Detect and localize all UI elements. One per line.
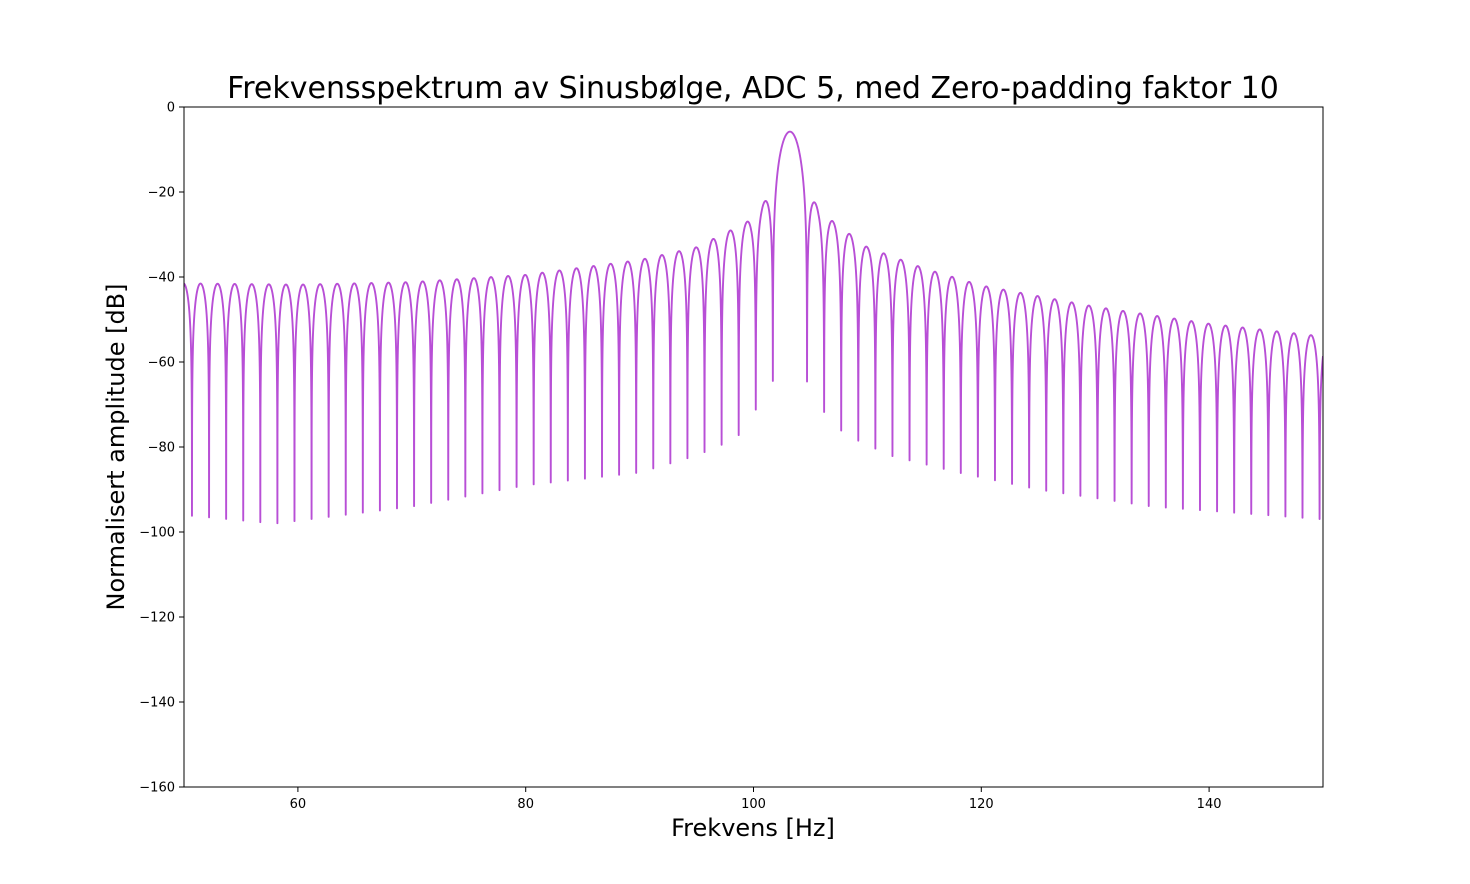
series-layer bbox=[184, 130, 1323, 525]
spectrum-series-line bbox=[184, 130, 1323, 525]
y-axis: 0 −20 −40 −60 −80 −100 −120 −140 −160 bbox=[139, 101, 184, 796]
y-tick-label: −20 bbox=[148, 186, 175, 201]
y-tick-label: −40 bbox=[148, 271, 175, 286]
y-axis-label: Normalisert amplitude [dB] bbox=[102, 283, 130, 610]
x-axis: 60 80 100 120 140 bbox=[290, 787, 1222, 812]
x-tick-label: 60 bbox=[290, 797, 307, 812]
y-tick-label: −160 bbox=[139, 781, 175, 796]
y-tick-label: −140 bbox=[139, 696, 175, 711]
x-tick-label: 100 bbox=[741, 797, 766, 812]
y-tick-label: 0 bbox=[167, 101, 175, 116]
x-tick-label: 120 bbox=[969, 797, 994, 812]
y-tick-label: −60 bbox=[148, 356, 175, 371]
chart-title: Frekvensspektrum av Sinusbølge, ADC 5, m… bbox=[227, 71, 1279, 106]
y-tick-label: −120 bbox=[139, 611, 175, 626]
x-tick-label: 80 bbox=[517, 797, 534, 812]
x-tick-label: 140 bbox=[1197, 797, 1222, 812]
y-tick-label: −100 bbox=[139, 526, 175, 541]
y-tick-label: −80 bbox=[148, 441, 175, 456]
x-axis-label: Frekvens [Hz] bbox=[671, 814, 835, 842]
